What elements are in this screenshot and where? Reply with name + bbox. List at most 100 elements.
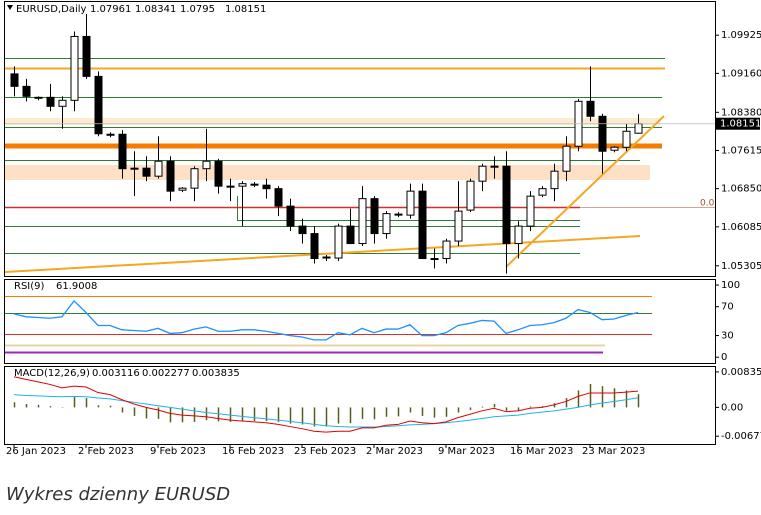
- candle-body: [202, 160, 211, 170]
- rsi-panel: [4, 279, 716, 364]
- caption: Wykres dzienny EURUSD: [6, 484, 231, 505]
- header-value: 1.07961: [90, 4, 131, 15]
- chart: 0.0 EURUSD,Daily RSI(9) MACD(12,26,9) 1.…: [4, 1, 761, 457]
- candle-body: [358, 198, 367, 245]
- candle-body: [442, 240, 451, 260]
- candle-body: [214, 160, 223, 187]
- candle-body: [238, 183, 247, 187]
- macd-label: MACD(12,26,9): [14, 368, 90, 379]
- y-tick-label: 1.08380: [721, 107, 761, 118]
- candle-body: [622, 130, 631, 148]
- macd-line: [13, 376, 639, 433]
- x-tick-label: 23 Feb 2023: [294, 446, 356, 457]
- macd-value: 0.003116: [92, 368, 140, 379]
- candle-body: [178, 187, 187, 191]
- y-tick-label: 1.06085: [721, 222, 761, 233]
- price-tag: [716, 117, 760, 130]
- y-tick-label: 0: [721, 352, 727, 363]
- candle-body: [10, 73, 19, 87]
- y-tick-label: -0.00677: [721, 431, 761, 442]
- candle-body: [190, 168, 199, 189]
- fib-label: 0.0: [700, 199, 715, 209]
- candle-body: [226, 185, 235, 188]
- y-tick-label: 1.06850: [721, 184, 761, 195]
- candle-body: [406, 190, 415, 216]
- candle-body: [58, 99, 67, 107]
- x-tick-label: 16 Feb 2023: [222, 446, 284, 457]
- candle-body: [634, 123, 643, 134]
- x-tick-label: 23 Mar 2023: [582, 446, 645, 457]
- candle-body: [490, 165, 499, 168]
- candle-body: [130, 167, 139, 170]
- trend-line: [4, 235, 641, 273]
- candle-body: [478, 165, 487, 182]
- candle-body: [514, 225, 523, 245]
- candle-body: [22, 85, 31, 97]
- x-tick-label: 2 Mar 2023: [366, 446, 423, 457]
- candle-body: [154, 160, 163, 177]
- candle-body: [82, 35, 91, 77]
- macd-value: 0.002277: [142, 368, 190, 379]
- candle-body: [70, 35, 79, 101]
- candle-body: [250, 183, 259, 186]
- y-tick-label: 1.05305: [721, 261, 761, 272]
- candle-body: [166, 160, 175, 192]
- rsi-label: RSI(9): [14, 281, 45, 292]
- candle-body: [142, 167, 151, 177]
- x-tick-label: 9 Feb 2023: [150, 446, 206, 457]
- y-tick-label: 1.07615: [721, 145, 761, 156]
- macd-panel: [4, 366, 716, 445]
- y-tick-label: 70: [721, 302, 734, 313]
- x-tick-label: 16 Mar 2023: [510, 446, 573, 457]
- menu-arrow[interactable]: [7, 5, 13, 10]
- y-tick-label: 1.09925: [721, 30, 761, 41]
- candle-body: [370, 198, 379, 235]
- candle-body: [502, 165, 511, 245]
- candle-body: [286, 205, 295, 227]
- zone: [5, 165, 650, 180]
- candle-body: [610, 146, 619, 151]
- candle-body: [538, 188, 547, 196]
- annotations: [4, 58, 715, 354]
- candle-body: [430, 258, 439, 261]
- trend-line: [505, 115, 665, 268]
- candle-body: [46, 96, 55, 107]
- candle-body: [106, 133, 115, 136]
- candle-body: [334, 225, 343, 259]
- candle-body: [586, 100, 595, 117]
- candle-body: [274, 188, 283, 207]
- y-tick-label: 0.00: [721, 402, 743, 413]
- header-value: 1.08341: [135, 4, 176, 15]
- candle-body: [550, 170, 559, 190]
- rsi-value: 61.9008: [56, 281, 97, 292]
- y-tick-label: 0.008351: [721, 367, 761, 378]
- x-tick-label: 26 Jan 2023: [6, 446, 66, 457]
- candle-body: [382, 213, 391, 235]
- candle-body: [598, 115, 607, 152]
- candle-body: [322, 256, 331, 259]
- candle-body: [298, 225, 307, 235]
- zone: [5, 118, 660, 125]
- candle-body: [310, 233, 319, 260]
- y-tick-label: 100: [721, 280, 740, 291]
- candle-body: [454, 210, 463, 242]
- candle-body: [394, 213, 403, 216]
- header-value: 1.08151: [225, 4, 266, 15]
- y-tick-label: 30: [721, 331, 734, 342]
- macd-line: [13, 394, 639, 428]
- candle-body: [466, 180, 475, 211]
- candle-body: [346, 225, 355, 245]
- candle-body: [118, 133, 127, 170]
- x-tick-label: 9 Mar 2023: [438, 446, 495, 457]
- candle-body: [94, 75, 103, 135]
- candle-body: [526, 195, 535, 227]
- candle-body: [418, 190, 427, 260]
- symbol: EURUSD,Daily: [16, 4, 87, 15]
- macd-value: 0.003835: [192, 368, 240, 379]
- candle-body: [562, 145, 571, 172]
- candle-body: [262, 184, 271, 190]
- price-tag-label: 1.08151: [720, 119, 761, 130]
- candle-body: [34, 96, 43, 99]
- rsi-line: [13, 299, 639, 341]
